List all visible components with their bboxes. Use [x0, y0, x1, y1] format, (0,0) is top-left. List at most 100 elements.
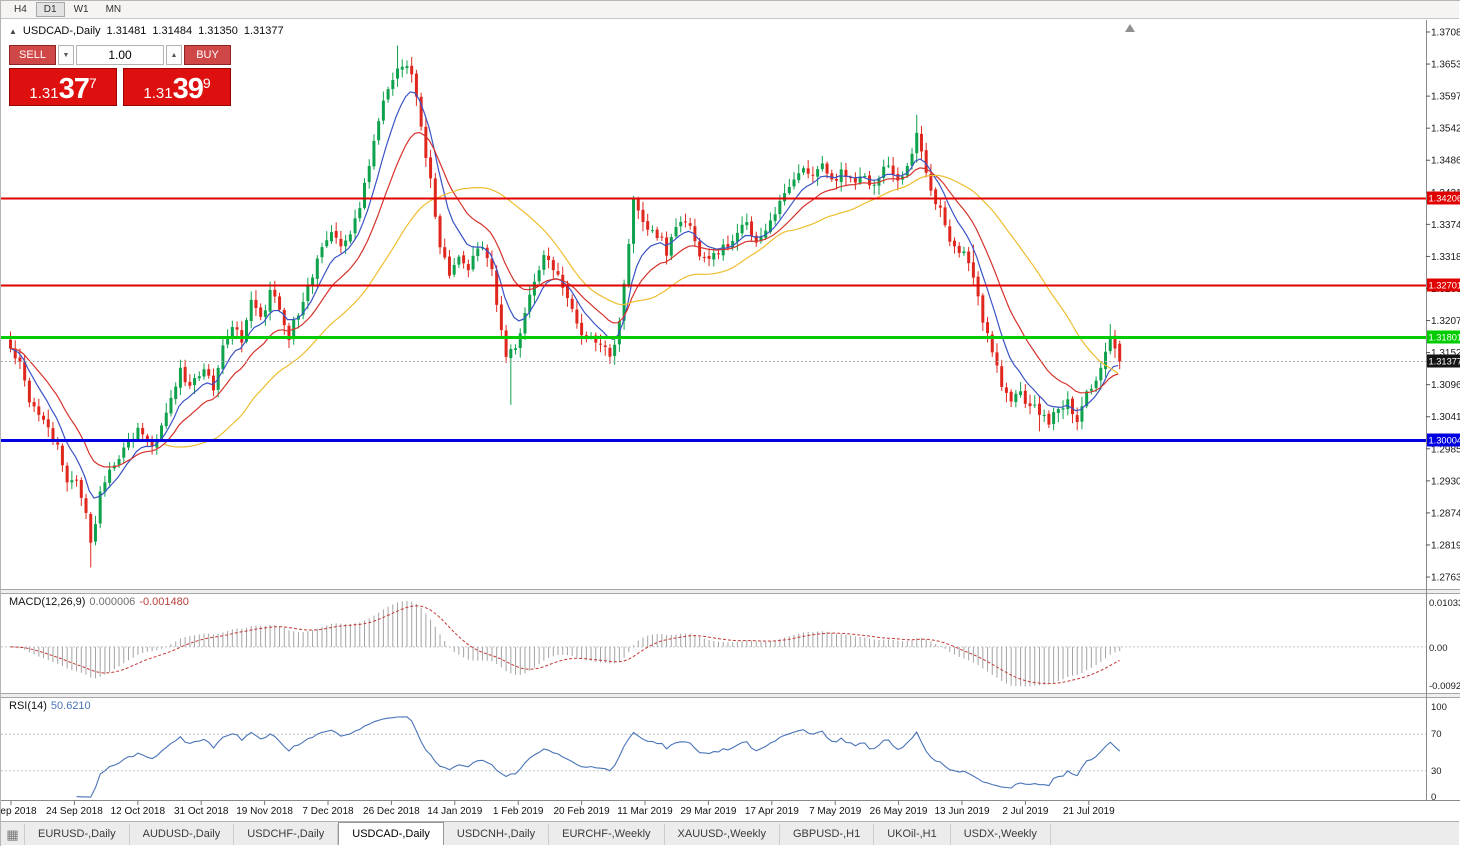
- volume-increase-button[interactable]: ▲: [166, 45, 182, 65]
- collapse-panel-icon[interactable]: ▲: [9, 26, 17, 36]
- sell-price-prefix: 1.31: [29, 85, 59, 102]
- timeframe-button-w1[interactable]: W1: [66, 2, 97, 17]
- buy-price-pips: 39: [172, 73, 204, 105]
- buy-price-point: 9: [202, 75, 211, 91]
- ohlc-close: 1.31377: [243, 25, 284, 37]
- svg-text:30: 30: [1431, 766, 1442, 777]
- charts-list-icon[interactable]: ▦: [1, 824, 25, 845]
- svg-text:1 Feb 2019: 1 Feb 2019: [493, 806, 544, 817]
- svg-text:1.34206: 1.34206: [1429, 194, 1460, 204]
- svg-text:24 Sep 2018: 24 Sep 2018: [46, 806, 103, 817]
- svg-text:13 Jun 2019: 13 Jun 2019: [934, 806, 989, 817]
- volume-input[interactable]: [76, 45, 164, 65]
- svg-text:1.27635: 1.27635: [1431, 573, 1460, 584]
- sell-button[interactable]: SELL: [9, 45, 56, 65]
- chart-tab-usdcad-daily[interactable]: USDCAD-,Daily: [338, 822, 444, 845]
- svg-text:7 May 2019: 7 May 2019: [809, 806, 862, 817]
- chart-shift-marker[interactable]: [1125, 24, 1135, 32]
- svg-text:0.0103311: 0.0103311: [1429, 598, 1460, 609]
- chart-tab-eurusd-daily[interactable]: EURUSD-,Daily: [25, 824, 130, 845]
- chart-tab-usdchf-daily[interactable]: USDCHF-,Daily: [234, 824, 339, 845]
- svg-text:14 Jan 2019: 14 Jan 2019: [427, 806, 482, 817]
- svg-text:1.33740: 1.33740: [1431, 220, 1460, 231]
- rsi-indicator-label: RSI(14) 50.6210: [9, 700, 91, 712]
- svg-text:31 Oct 2018: 31 Oct 2018: [174, 806, 229, 817]
- svg-text:26 May 2019: 26 May 2019: [870, 806, 928, 817]
- chart-tab-bar: ▦ EURUSD-,Daily AUDUSD-,Daily USDCHF-,Dail…: [1, 821, 1459, 845]
- svg-text:100: 100: [1431, 702, 1447, 713]
- chart-tab-audusd-daily[interactable]: AUDUSD-,Daily: [130, 824, 235, 845]
- rsi-panel: [1, 716, 1426, 798]
- svg-text:1.35975: 1.35975: [1431, 92, 1460, 103]
- buy-price-prefix: 1.31: [143, 85, 173, 102]
- buy-button[interactable]: BUY: [184, 45, 231, 65]
- svg-text:21 Jul 2019: 21 Jul 2019: [1063, 806, 1115, 817]
- macd-indicator-label: MACD(12,26,9) 0.000006 -0.001480: [9, 596, 189, 608]
- svg-text:1.32075: 1.32075: [1431, 316, 1460, 327]
- svg-text:1.37085: 1.37085: [1431, 28, 1460, 39]
- macd-main-value: 0.000006: [89, 596, 136, 608]
- level-lines-layer[interactable]: [1, 197, 1426, 442]
- svg-text:2 Jul 2019: 2 Jul 2019: [1002, 806, 1049, 817]
- chart-tab-xauusd-weekly[interactable]: XAUUSD-,Weekly: [665, 824, 780, 845]
- macd-name: MACD(12,26,9): [9, 596, 86, 608]
- svg-text:1.28745: 1.28745: [1431, 508, 1460, 519]
- date-axis[interactable]: 5 Sep 2018 24 Sep 2018 12 Oct 2018 31 Oct 2…: [1, 801, 1115, 817]
- svg-text:11 Mar 2019: 11 Mar 2019: [617, 806, 673, 817]
- rsi-value: 50.6210: [50, 700, 91, 712]
- svg-text:1.34865: 1.34865: [1431, 156, 1460, 167]
- ohlc-high: 1.31484: [152, 25, 193, 37]
- svg-text:1.30965: 1.30965: [1431, 380, 1460, 391]
- svg-text:29 Mar 2019: 29 Mar 2019: [680, 806, 737, 817]
- svg-text:1.35420: 1.35420: [1431, 124, 1460, 135]
- sell-price-point: 7: [88, 75, 97, 91]
- svg-text:1.31520: 1.31520: [1431, 348, 1460, 359]
- chart-tab-usdx-weekly[interactable]: USDX-,Weekly: [951, 824, 1051, 845]
- svg-text:1.28190: 1.28190: [1431, 540, 1460, 551]
- svg-text:1.32701: 1.32701: [1429, 281, 1460, 291]
- svg-text:1.33185: 1.33185: [1431, 252, 1460, 263]
- svg-text:7 Dec 2018: 7 Dec 2018: [302, 806, 354, 817]
- svg-text:19 Nov 2018: 19 Nov 2018: [236, 806, 293, 817]
- chart-tab-usdcnh-daily[interactable]: USDCNH-,Daily: [444, 824, 550, 845]
- chart-title: USDCAD-,Daily: [22, 25, 101, 37]
- svg-text:1.31377: 1.31377: [1429, 357, 1460, 367]
- moving-averages-layer: [8, 91, 1119, 499]
- macd-panel: [1, 600, 1426, 687]
- sell-price-display[interactable]: 1.31 37 7: [9, 68, 117, 106]
- svg-text:1.29300: 1.29300: [1431, 476, 1460, 487]
- svg-text:70: 70: [1431, 729, 1442, 740]
- svg-text:12 Oct 2018: 12 Oct 2018: [111, 806, 166, 817]
- svg-text:1.30410: 1.30410: [1431, 412, 1460, 423]
- svg-text:20 Feb 2019: 20 Feb 2019: [554, 806, 611, 817]
- svg-text:1.36530: 1.36530: [1431, 60, 1460, 71]
- timeframe-button-h4[interactable]: H4: [6, 2, 35, 17]
- timeframe-toolbar: H4 D1 W1 MN: [1, 1, 1459, 19]
- chart-tab-eurchf-weekly[interactable]: EURCHF-,Weekly: [549, 824, 665, 845]
- svg-text:1.29855: 1.29855: [1431, 444, 1460, 455]
- volume-decrease-button[interactable]: ▼: [58, 45, 74, 65]
- svg-text:-0.0092031: -0.0092031: [1429, 681, 1460, 692]
- price-axis-badges: 1.34206 1.32701 1.31801 1.30004 1.31377: [1427, 191, 1460, 447]
- svg-text:26 Dec 2018: 26 Dec 2018: [363, 806, 420, 817]
- indicator-axis: 0.0103311 0.00 -0.0092031 100 70 30 0: [1429, 598, 1460, 803]
- chart-header: ▲ USDCAD-,Daily 1.31481 1.31484 1.31350 …: [9, 25, 284, 37]
- svg-text:0: 0: [1431, 792, 1436, 803]
- chart-tab-gbpusd-h1[interactable]: GBPUSD-,H1: [780, 824, 875, 845]
- ohlc-low: 1.31350: [198, 25, 238, 37]
- ohlc-open: 1.31481: [106, 25, 147, 37]
- timeframe-button-d1[interactable]: D1: [35, 2, 65, 17]
- sell-price-pips: 37: [58, 73, 90, 105]
- svg-text:1.31801: 1.31801: [1429, 333, 1460, 343]
- svg-text:0.00: 0.00: [1429, 643, 1448, 654]
- rsi-name: RSI(14): [9, 700, 47, 712]
- svg-text:17 Apr 2019: 17 Apr 2019: [745, 806, 799, 817]
- buy-price-display[interactable]: 1.31 39 9: [123, 68, 231, 106]
- macd-signal-value: -0.001480: [139, 596, 189, 608]
- chart-tab-ukoil-h1[interactable]: UKOil-,H1: [874, 824, 951, 845]
- timeframe-button-mn[interactable]: MN: [98, 2, 130, 17]
- svg-text:5 Sep 2018: 5 Sep 2018: [1, 806, 37, 817]
